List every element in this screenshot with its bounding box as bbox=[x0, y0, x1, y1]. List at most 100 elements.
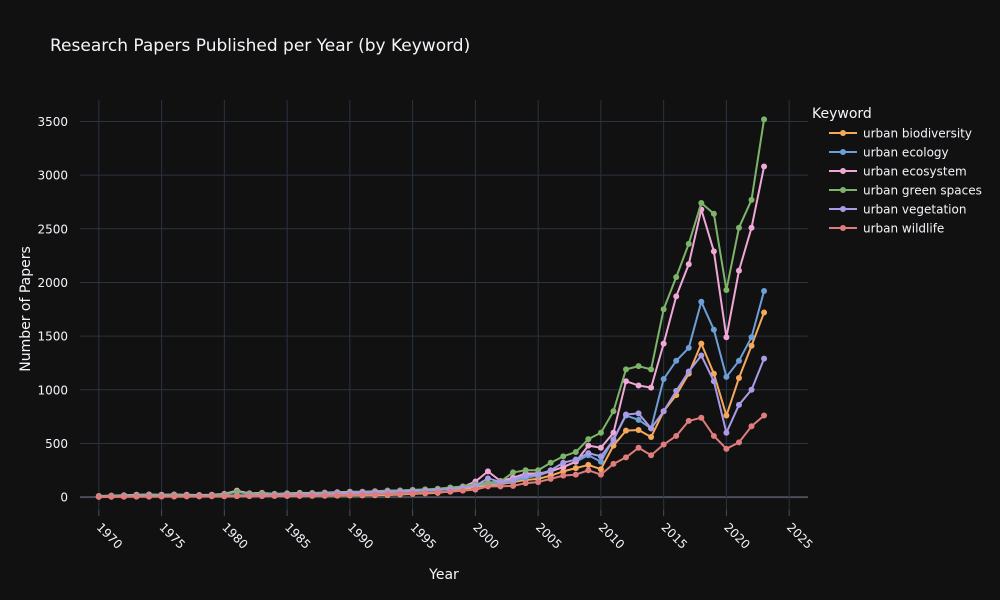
legend-item[interactable]: urban ecosystem bbox=[829, 165, 967, 179]
series-line[interactable] bbox=[98, 290, 766, 498]
data-point[interactable] bbox=[673, 274, 680, 281]
data-point[interactable] bbox=[309, 492, 316, 499]
data-point[interactable] bbox=[635, 416, 642, 423]
data-point[interactable] bbox=[648, 434, 655, 441]
data-point[interactable] bbox=[761, 116, 768, 123]
data-point[interactable] bbox=[723, 429, 730, 436]
legend-item[interactable]: urban ecology bbox=[829, 146, 949, 160]
data-point[interactable] bbox=[623, 427, 629, 434]
data-point[interactable] bbox=[560, 453, 567, 460]
data-point[interactable] bbox=[535, 467, 542, 474]
series-urban-wildlife[interactable] bbox=[95, 412, 768, 500]
data-point[interactable] bbox=[623, 454, 629, 461]
data-point[interactable] bbox=[547, 467, 554, 474]
legend[interactable]: Keyword urban biodiversity urban ecology u… bbox=[812, 106, 982, 236]
data-point[interactable] bbox=[434, 489, 441, 496]
data-point[interactable] bbox=[459, 487, 466, 494]
series-urban-ecology[interactable] bbox=[95, 288, 768, 500]
data-point[interactable] bbox=[748, 423, 755, 430]
data-point[interactable] bbox=[95, 493, 102, 500]
data-point[interactable] bbox=[510, 476, 517, 483]
data-point[interactable] bbox=[623, 366, 629, 373]
data-point[interactable] bbox=[246, 493, 253, 500]
data-point[interactable] bbox=[698, 200, 705, 207]
data-point[interactable] bbox=[685, 261, 692, 268]
data-point[interactable] bbox=[484, 483, 491, 490]
data-point[interactable] bbox=[560, 459, 567, 466]
data-point[interactable] bbox=[585, 436, 592, 443]
data-point[interactable] bbox=[648, 384, 655, 391]
data-point[interactable] bbox=[284, 492, 291, 499]
data-point[interactable] bbox=[748, 386, 755, 393]
data-point[interactable] bbox=[572, 471, 579, 478]
data-point[interactable] bbox=[735, 401, 742, 408]
data-point[interactable] bbox=[710, 210, 717, 217]
data-point[interactable] bbox=[409, 490, 416, 497]
data-point[interactable] bbox=[560, 468, 567, 475]
data-point[interactable] bbox=[371, 491, 378, 498]
data-point[interactable] bbox=[660, 306, 667, 313]
data-point[interactable] bbox=[610, 442, 617, 449]
data-point[interactable] bbox=[748, 334, 755, 341]
data-point[interactable] bbox=[334, 492, 341, 499]
data-point[interactable] bbox=[748, 196, 755, 203]
legend-item[interactable]: urban wildlife bbox=[829, 222, 944, 236]
data-point[interactable] bbox=[610, 429, 617, 436]
data-point[interactable] bbox=[723, 373, 730, 380]
data-point[interactable] bbox=[271, 492, 278, 499]
data-point[interactable] bbox=[761, 412, 768, 419]
data-point[interactable] bbox=[673, 293, 680, 300]
data-point[interactable] bbox=[397, 490, 404, 497]
data-point[interactable] bbox=[660, 441, 667, 448]
data-point[interactable] bbox=[522, 467, 529, 474]
data-point[interactable] bbox=[321, 492, 328, 499]
legend-item[interactable]: urban green spaces bbox=[829, 184, 982, 198]
data-point[interactable] bbox=[735, 357, 742, 364]
data-point[interactable] bbox=[635, 427, 642, 434]
data-point[interactable] bbox=[710, 378, 717, 385]
data-point[interactable] bbox=[685, 417, 692, 424]
data-point[interactable] bbox=[723, 412, 730, 419]
data-point[interactable] bbox=[510, 482, 517, 489]
data-point[interactable] bbox=[497, 479, 504, 486]
data-point[interactable] bbox=[547, 475, 554, 482]
data-point[interactable] bbox=[597, 453, 604, 460]
data-point[interactable] bbox=[648, 425, 655, 432]
data-point[interactable] bbox=[660, 340, 667, 347]
data-point[interactable] bbox=[572, 456, 579, 463]
data-point[interactable] bbox=[547, 459, 554, 466]
data-point[interactable] bbox=[748, 342, 755, 349]
data-point[interactable] bbox=[597, 466, 604, 473]
data-point[interactable] bbox=[108, 493, 115, 500]
data-point[interactable] bbox=[648, 366, 655, 373]
data-point[interactable] bbox=[597, 429, 604, 436]
data-point[interactable] bbox=[648, 452, 655, 459]
data-point[interactable] bbox=[296, 492, 303, 499]
data-point[interactable] bbox=[735, 374, 742, 381]
data-point[interactable] bbox=[761, 163, 768, 170]
data-point[interactable] bbox=[120, 493, 127, 500]
data-point[interactable] bbox=[610, 408, 617, 415]
data-point[interactable] bbox=[585, 461, 592, 468]
data-point[interactable] bbox=[685, 344, 692, 351]
data-point[interactable] bbox=[735, 267, 742, 274]
data-point[interactable] bbox=[635, 444, 642, 451]
data-point[interactable] bbox=[183, 493, 190, 500]
data-point[interactable] bbox=[447, 488, 454, 495]
data-point[interactable] bbox=[535, 479, 542, 486]
data-point[interactable] bbox=[735, 439, 742, 446]
data-point[interactable] bbox=[698, 340, 705, 347]
data-point[interactable] bbox=[522, 472, 529, 479]
legend-item[interactable]: urban biodiversity bbox=[829, 127, 972, 141]
data-point[interactable] bbox=[346, 491, 353, 498]
data-point[interactable] bbox=[384, 491, 391, 498]
data-point[interactable] bbox=[673, 432, 680, 439]
data-point[interactable] bbox=[221, 493, 228, 500]
data-point[interactable] bbox=[723, 334, 730, 341]
data-point[interactable] bbox=[710, 326, 717, 333]
data-point[interactable] bbox=[233, 493, 240, 500]
data-point[interactable] bbox=[484, 468, 491, 475]
data-point[interactable] bbox=[698, 352, 705, 359]
data-point[interactable] bbox=[422, 489, 429, 496]
data-point[interactable] bbox=[585, 442, 592, 449]
